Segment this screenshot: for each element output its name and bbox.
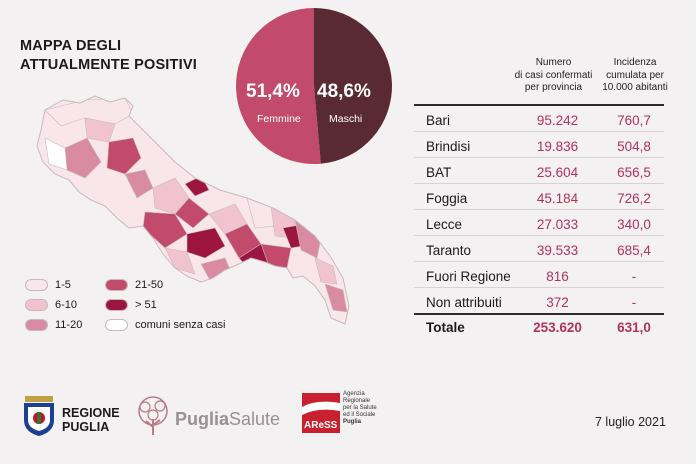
total-cases: 253.620 xyxy=(533,320,582,335)
aress-line: Puglia xyxy=(343,419,362,425)
table-row: Bari 95.242 760,7 xyxy=(414,106,664,132)
row-incidence: 504,8 xyxy=(617,139,651,154)
row-name: Bari xyxy=(426,113,451,128)
aress-logo-icon: AReSS xyxy=(302,393,340,433)
row-name: Non attribuiti xyxy=(426,295,502,310)
regione-puglia-crest-icon xyxy=(24,396,54,436)
legend-swatch xyxy=(25,279,48,291)
aress-line: ed il Sociale xyxy=(343,412,376,418)
legend-item-1-5: 1-5 xyxy=(25,279,71,291)
row-cases: 816 xyxy=(546,269,569,284)
header-line: Incidenza xyxy=(613,57,657,68)
legend-item-over-51: > 51 xyxy=(105,299,157,311)
row-name: Taranto xyxy=(426,243,472,258)
table-row: Taranto 39.533 685,4 xyxy=(414,236,664,262)
row-incidence: 760,7 xyxy=(617,113,651,128)
row-cases: 25.604 xyxy=(536,165,579,180)
pugliasalute-part-a: Puglia xyxy=(175,409,230,429)
date-label: 7 luglio 2021 xyxy=(595,415,666,429)
pugliasalute-part-b: Salute xyxy=(229,409,281,429)
regione-line-2: PUGLIA xyxy=(62,420,110,434)
row-name: Fuori Regione xyxy=(426,269,511,284)
table-row: Foggia 45.184 726,2 xyxy=(414,184,664,210)
title-line-2: ATTUALMENTE POSITIVI xyxy=(20,57,197,73)
legend-item-11-20: 11-20 xyxy=(25,319,82,331)
title-line-1: MAPPA DEGLI xyxy=(20,38,122,54)
table-row: Non attribuiti 372 - xyxy=(414,288,664,313)
puglia-map xyxy=(36,95,350,325)
pie-slice-male xyxy=(314,8,393,164)
row-incidence: - xyxy=(631,269,637,284)
pugliasalute-logo: PugliaSalute xyxy=(175,409,280,430)
legend-swatch xyxy=(25,299,48,311)
table-row: BAT 25.604 656,5 xyxy=(414,158,664,184)
female-percent: 51,4% xyxy=(246,81,300,102)
legend-item-21-50: 21-50 xyxy=(105,279,163,291)
row-cases: 45.184 xyxy=(536,191,579,206)
legend-label: 1-5 xyxy=(55,279,71,291)
column-header-cases: Numero di casi confermati per provincia xyxy=(506,57,601,95)
pie-slice-female xyxy=(236,8,321,164)
female-label: Femmine xyxy=(257,113,301,125)
aress-line: Agenzia xyxy=(343,391,365,397)
row-name: Foggia xyxy=(426,191,468,206)
row-name: BAT xyxy=(426,165,452,180)
table-top-rule xyxy=(414,104,664,106)
legend-swatch xyxy=(25,319,48,331)
aress-text: Agenzia Regionale per la Salute ed il So… xyxy=(343,391,377,426)
row-incidence: 340,0 xyxy=(617,217,651,232)
pugliasalute-tree-icon xyxy=(138,396,168,435)
row-name: Brindisi xyxy=(426,139,471,154)
row-name: Lecce xyxy=(426,217,463,232)
aress-line: Regionale xyxy=(343,398,371,404)
row-cases: 19.836 xyxy=(536,139,579,154)
legend-swatch xyxy=(105,279,128,291)
legend-swatch xyxy=(105,299,128,311)
total-incidence: 631,0 xyxy=(617,320,651,335)
row-incidence: 685,4 xyxy=(617,243,651,258)
legend-item-6-10: 6-10 xyxy=(25,299,77,311)
row-cases: 27.033 xyxy=(536,217,579,232)
header-line: cumulata per xyxy=(606,69,664,81)
legend-label: 11-20 xyxy=(55,319,83,331)
table-total-rule xyxy=(414,313,664,315)
legend-label: > 51 xyxy=(135,299,157,311)
row-cases: 372 xyxy=(546,295,569,310)
regione-puglia-logo: REGIONE PUGLIA xyxy=(62,406,120,434)
legend-swatch xyxy=(105,319,128,331)
header-line: 10.000 abitanti xyxy=(602,82,668,93)
header-line: di casi confermati xyxy=(514,69,593,81)
table-row: Lecce 27.033 340,0 xyxy=(414,210,664,236)
aress-line: per la Salute xyxy=(343,405,377,411)
page-title: MAPPA DEGLI ATTUALMENTE POSITIVI xyxy=(20,37,197,75)
row-incidence: 726,2 xyxy=(617,191,651,206)
regione-line-1: REGIONE xyxy=(62,406,120,420)
aress-logo-text: AReSS xyxy=(304,420,338,431)
table-row: Brindisi 19.836 504,8 xyxy=(414,132,664,158)
column-header-incidence: Incidenza cumulata per 10.000 abitanti xyxy=(600,57,670,95)
legend-label: 21-50 xyxy=(135,279,164,291)
header-line: per provincia xyxy=(524,82,583,93)
table-total-row: Totale 253.620 631,0 xyxy=(414,316,664,338)
legend-label: 6-10 xyxy=(55,299,78,311)
gender-pie: 51,4% Femmine 48,6% Maschi xyxy=(234,6,394,166)
row-incidence: - xyxy=(631,295,637,310)
footer: REGIONE PUGLIA PugliaSalute AReSS Agenzi… xyxy=(0,385,696,445)
legend-label: comuni senza casi xyxy=(135,319,226,331)
row-cases: 39.533 xyxy=(536,243,579,258)
header-line: Numero xyxy=(535,57,572,68)
row-incidence: 656,5 xyxy=(617,165,651,180)
row-cases: 95.242 xyxy=(536,113,579,128)
total-label: Totale xyxy=(426,320,465,335)
male-percent: 48,6% xyxy=(317,81,371,102)
male-label: Maschi xyxy=(329,113,363,125)
table-row: Fuori Regione 816 - xyxy=(414,262,664,288)
legend-item-no-cases: comuni senza casi xyxy=(105,319,226,331)
